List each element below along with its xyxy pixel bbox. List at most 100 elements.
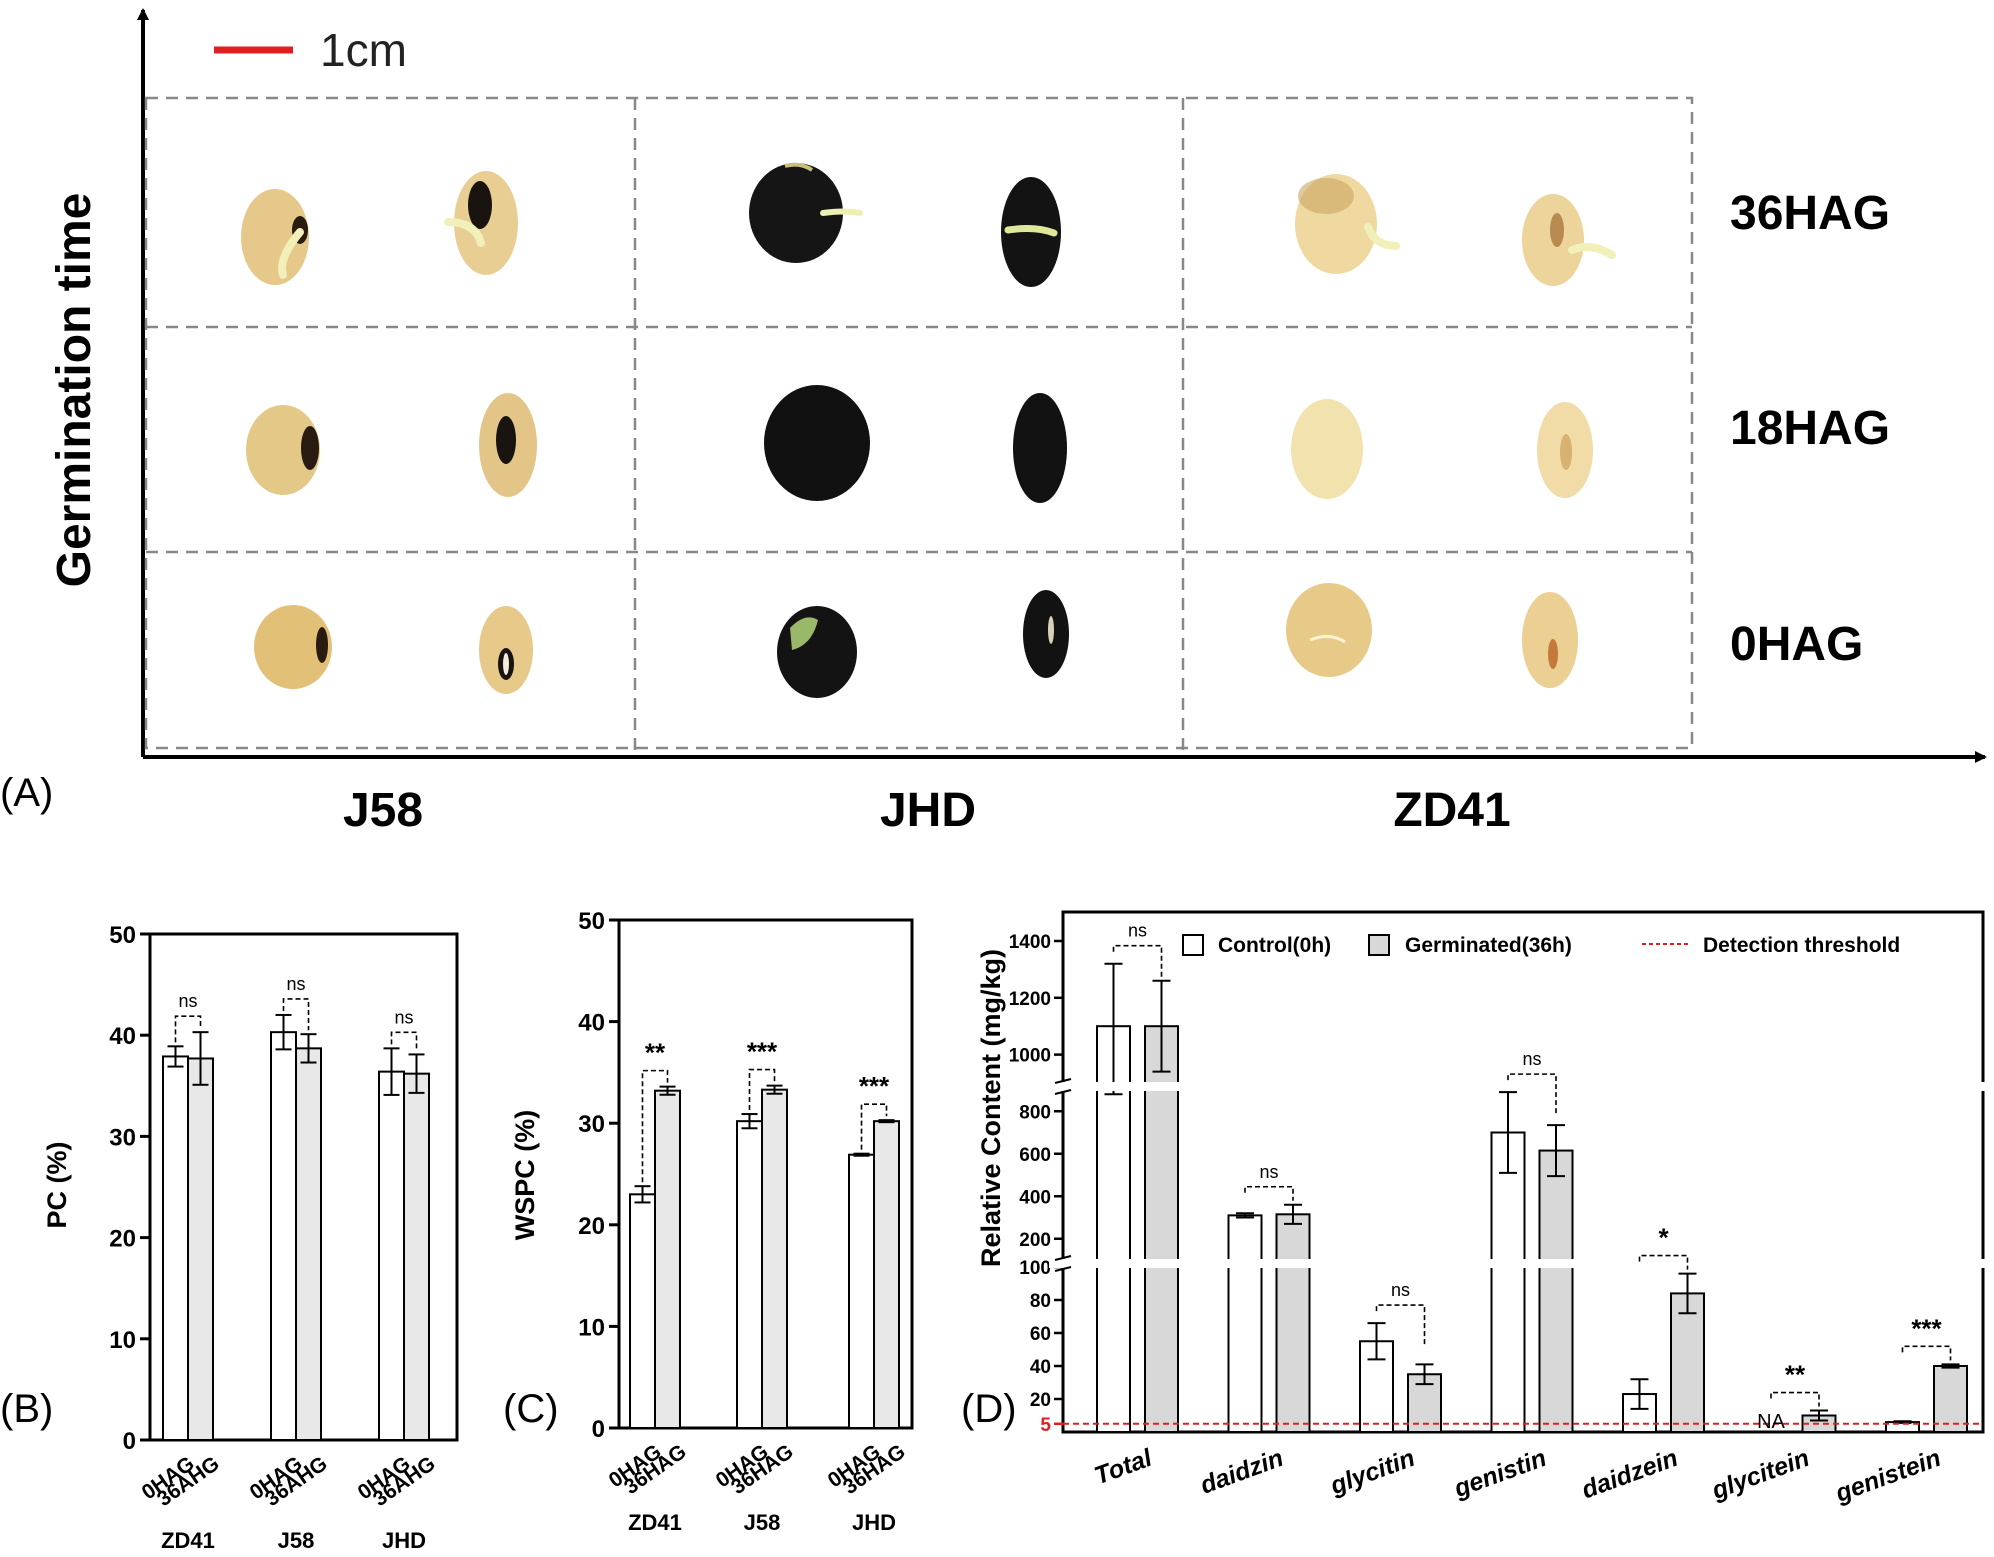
c-sig-J58-bracket [748,1068,776,1111]
panel-b-bars [162,1031,430,1442]
seed-j58-18hag-hilum [479,393,537,497]
panel-d-legend: Control(0h) Germinated(36h) Detection th… [1182,934,1900,957]
c-sig-JHD-bracket [860,1103,888,1150]
seed-jhd-18hag-hilum [1013,393,1067,503]
d-axis-break-mark-bottom-1 [1054,1089,1072,1095]
seed-zd41-18hag-hilum [1537,402,1593,498]
d-bar-genistin-Control(0h) [1490,1131,1526,1433]
d-bar-daidzin-Control(0h) [1227,1214,1263,1433]
d-y-tick-label-5: 5 [1040,1415,1051,1436]
c-y-tick-label-50: 50 [578,908,605,935]
panel-b-error-bars [167,1013,425,1096]
b-sig-JHD-label: ns [394,1007,413,1027]
d-bar-Total-Germinated(36h) [1144,1025,1179,1433]
c-group-label-JHD: JHD [852,1510,896,1535]
b-bar-J58-0HAG [270,1031,297,1441]
seed-jhd-36hag-side [749,162,863,263]
c-sig-JHD-label: *** [859,1071,890,1101]
panel-b-y-ticks: 0 10 20 30 40 50 [109,922,150,1455]
b-y-tick-label-50: 50 [109,922,136,949]
panel-d-bars [1096,1025,1968,1434]
panel-d: 5 20 40 60 80 100 200 400 600 800 1000 1200 1400 ns n… [961,910,1994,1509]
panel-d-x-labels: Total daidzin glycitin genistin daidzein glyc… [1091,1444,1945,1509]
d-sig-glycitein-bracket [1770,1391,1820,1407]
row-label-36hag: 36HAG [1730,187,1890,240]
b-bar-J58-36AHG [295,1047,322,1441]
panel-a-grid [144,96,1694,757]
b-sig-ZD41-bracket [174,1015,202,1043]
b-group-label-JHD: JHD [382,1528,426,1553]
d-sig-glycitin-bracket [1375,1304,1426,1346]
seed-jhd-36hag-hilum [1001,177,1061,287]
b-y-tick-label-0: 0 [123,1428,136,1455]
c-y-tick-label-10: 10 [578,1314,605,1341]
d-y-tick-label-40: 40 [1030,1357,1051,1378]
c-bar-J58-0HAG [736,1120,763,1429]
d-x-label-genistein: genistein [1831,1444,1945,1508]
d-x-label-genistin: genistin [1449,1444,1550,1503]
d-y-tick-label-1400: 1400 [1009,932,1051,953]
b-sig-JHD-bracket [390,1031,418,1051]
d-sig-daidzein-label: * [1658,1223,1669,1253]
d-x-label-glycitein: glycitein [1707,1444,1813,1505]
row-label-0hag: 0HAG [1730,618,1863,671]
scale-bar-label: 1cm [320,24,407,76]
b-sig-J58-label: ns [286,974,305,994]
panel-c-label: (C) [503,1387,559,1431]
d-sig-daidzein-bracket [1638,1254,1689,1270]
panel-c-error-bars [634,1084,895,1204]
b-bar-JHD-0HAG [378,1070,405,1441]
d-y-tick-label-400: 400 [1019,1187,1051,1208]
d-y-tick-label-1000: 1000 [1009,1046,1051,1067]
legend-label-germinated: Germinated(36h) [1405,934,1572,957]
germination-time-axis-title: Germination time [48,193,101,588]
c-bar-JHD-36HAG [873,1120,900,1429]
panel-b: 0 10 20 30 40 50 ns ns ns 0HAG36AHGZD410HAG36AH… [0,922,459,1553]
legend-swatch-control [1182,934,1204,956]
b-group-label-ZD41: ZD41 [161,1528,215,1553]
d-sig-Total-label: ns [1128,921,1147,941]
c-group-label-ZD41: ZD41 [628,1510,682,1535]
seed-j58-0hag-hilum [479,606,533,694]
d-x-label-daidzein: daidzein [1578,1444,1682,1505]
seed-zd41-36hag-hilum [1522,194,1616,286]
d-axis-break-1 [1049,1082,1994,1091]
d-bar-genistein-Germinated(36h) [1933,1365,1968,1433]
b-bar-ZD41-0HAG [162,1055,189,1442]
panel-b-y-axis-title: PC (%) [42,1142,72,1229]
d-x-label-daidzin: daidzin [1197,1444,1287,1500]
legend-swatch-germinated [1368,934,1390,956]
d-sig-genistein-label: *** [1911,1313,1942,1343]
panel-a-label: (A) [0,771,53,815]
d-y-tick-label-20: 20 [1030,1390,1051,1411]
legend-label-control: Control(0h) [1218,934,1331,957]
na-label: NA [1757,1411,1785,1433]
seed-zd41-0hag-hilum [1522,592,1578,688]
b-y-tick-label-40: 40 [109,1023,136,1050]
d-sig-glycitin-label: ns [1391,1280,1410,1300]
b-y-tick-label-30: 30 [109,1124,136,1151]
d-x-label-glycitin: glycitin [1326,1444,1419,1501]
seed-jhd-0hag-hilum [1023,590,1069,678]
c-sig-ZD41-bracket [641,1069,669,1183]
c-y-tick-label-0: 0 [592,1416,605,1443]
c-group-label-J58: J58 [744,1510,781,1535]
panel-c-y-axis-title: WSPC (%) [510,1110,540,1241]
d-axis-break-mark-bottom-0 [1054,1266,1072,1272]
d-y-tick-label-800: 800 [1019,1102,1051,1123]
column-label-jhd: JHD [880,784,976,837]
seed-zd41-0hag-side [1286,583,1372,677]
panel-a: 1cm Germination time 36HAG 18HAG 0HAG J5… [0,8,1987,837]
d-sig-daidzin-bracket [1244,1185,1294,1201]
d-bar-genistin-Germinated(36h) [1538,1149,1574,1433]
d-sig-genistin-label: ns [1522,1049,1541,1069]
b-y-tick-label-20: 20 [109,1226,136,1253]
b-sig-J58-bracket [282,998,310,1031]
d-bar-daidzin-Germinated(36h) [1275,1213,1311,1433]
seed-jhd-0hag-side [777,606,857,698]
